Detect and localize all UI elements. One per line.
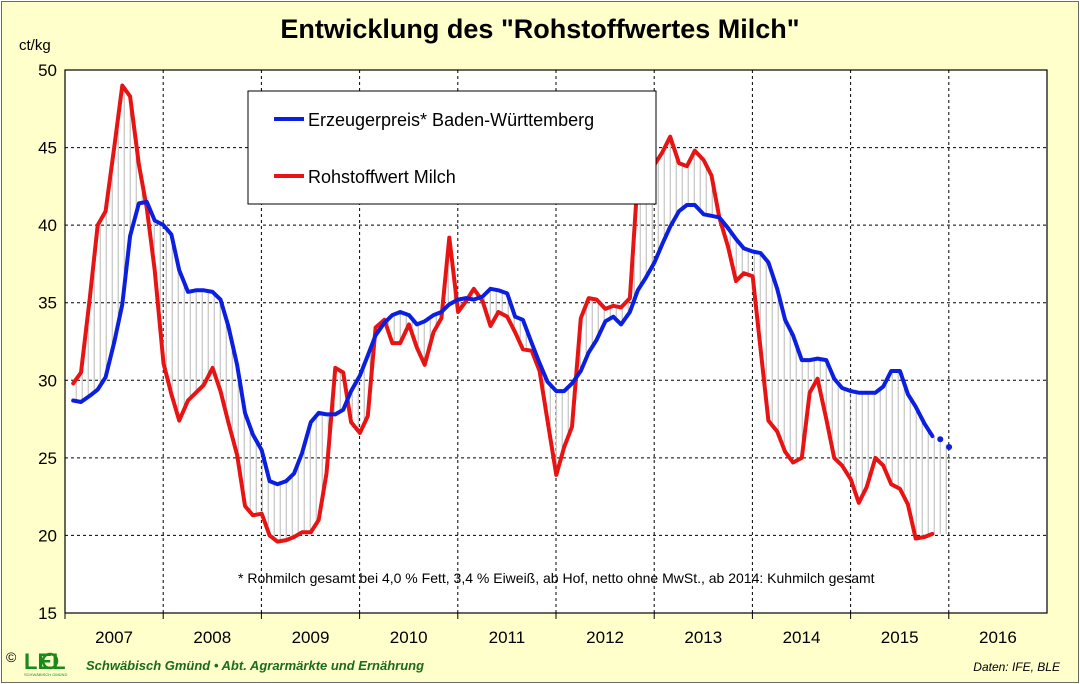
difference-hatching: [75, 88, 947, 542]
x-tick-label: 2008: [193, 628, 231, 647]
x-tick-label: 2012: [586, 628, 624, 647]
y-tick-label: 15: [38, 604, 57, 623]
x-tick-label: 2014: [783, 628, 821, 647]
projected-point: [946, 443, 953, 450]
y-tick-label: 50: [38, 61, 57, 80]
legend-label-erzeugerpreis: Erzeugerpreis* Baden-Württemberg: [308, 110, 594, 130]
y-tick-label: 35: [38, 294, 57, 313]
copyright-symbol: ©: [6, 649, 17, 665]
logo-text: LEL: [24, 649, 66, 674]
series-lines: [71, 83, 953, 544]
y-tick-label: 25: [38, 449, 57, 468]
y-axis-unit-label: ct/kg: [19, 37, 51, 54]
axis-labels: 15 20 25 30 35 40 45 50 2007 2008 2009 2010 2011 2012…: [38, 61, 1017, 647]
organization-name: Schwäbisch Gmünd • Abt. Agrarmärkte und …: [86, 658, 424, 673]
y-tick-label: 20: [38, 526, 57, 545]
logo-subtitle: SCHWÄBISCH GMÜND: [24, 672, 67, 677]
legend-label-rohstoffwert: Rohstoffwert Milch: [308, 167, 456, 187]
x-tick-label: 2009: [292, 628, 330, 647]
y-tick-label: 30: [38, 371, 57, 390]
projected-point: [937, 436, 944, 443]
x-tick-label: 2010: [390, 628, 428, 647]
footnote: * Rohmilch gesamt bei 4,0 % Fett, 3,4 % …: [238, 570, 875, 586]
y-tick-label: 40: [38, 216, 57, 235]
x-tick-label: 2013: [684, 628, 722, 647]
x-tick-label: 2011: [489, 628, 526, 647]
lel-logo: LEL SCHWÄBISCH GMÜND: [24, 649, 67, 677]
legend: Erzeugerpreis* Baden-Württemberg Rohstof…: [247, 90, 657, 205]
data-source: Daten: IFE, BLE: [973, 660, 1061, 674]
legend-box: [247, 90, 657, 205]
series-line-erzeugerpreis: [71, 199, 935, 487]
chart-title: Entwicklung des "Rohstoffwertes Milch": [280, 14, 799, 44]
x-tick-label: 2016: [979, 628, 1017, 647]
x-tick-label: 2007: [95, 628, 133, 647]
y-tick-label: 45: [38, 139, 57, 158]
x-tick-label: 2015: [881, 628, 919, 647]
series-line-rohstoffwert: [71, 83, 935, 544]
logo-circle-icon: [41, 652, 59, 670]
